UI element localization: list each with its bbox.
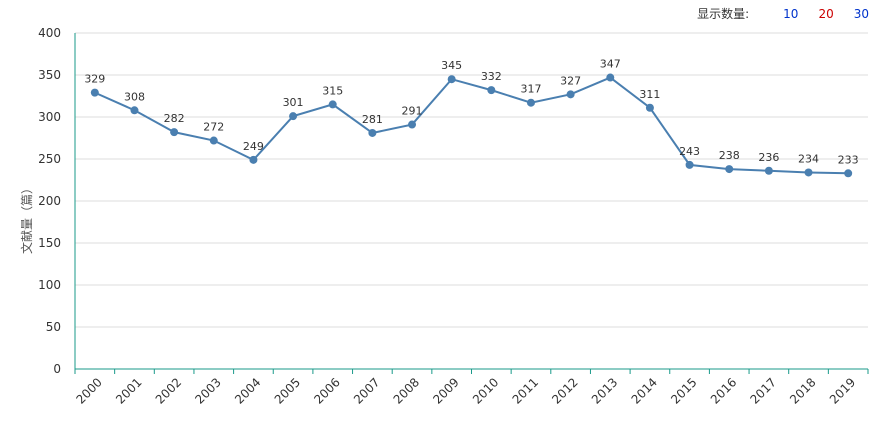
data-label: 345 <box>441 59 462 72</box>
y-tick-label: 350 <box>38 68 61 82</box>
data-point[interactable] <box>170 128 179 137</box>
y-tick-label: 100 <box>38 278 61 292</box>
display-count-option-10[interactable]: 10 <box>783 6 799 21</box>
data-point[interactable] <box>725 165 734 174</box>
data-point[interactable] <box>566 90 575 99</box>
y-tick-label: 200 <box>38 194 61 208</box>
gridlines <box>75 32 868 328</box>
x-tick-label: 2019 <box>827 375 858 406</box>
y-tick-label: 250 <box>38 152 61 166</box>
data-label: 347 <box>600 58 621 71</box>
data-label: 238 <box>719 149 740 162</box>
data-point[interactable] <box>249 155 258 164</box>
data-label: 272 <box>203 121 224 134</box>
data-label: 315 <box>322 84 343 97</box>
data-label: 291 <box>402 105 423 118</box>
data-point[interactable] <box>328 100 337 109</box>
data-point[interactable] <box>844 169 853 178</box>
x-tick-label: 2004 <box>232 375 263 406</box>
axes: 0 50 100 150 200 250 300 350 400 2000 2001 2002 2003… <box>38 26 869 407</box>
data-point[interactable] <box>487 86 496 95</box>
x-tick-label: 2015 <box>668 375 699 406</box>
data-point[interactable] <box>764 166 773 175</box>
data-label: 233 <box>838 153 859 166</box>
x-tick-label: 2012 <box>549 375 580 406</box>
x-tick-label: 2014 <box>629 375 660 406</box>
data-label: 311 <box>639 88 660 101</box>
display-count-option-30[interactable]: 30 <box>853 6 869 21</box>
x-tick-label: 2005 <box>272 375 303 406</box>
y-tick-label: 0 <box>53 362 61 376</box>
y-tick-label: 50 <box>46 320 61 334</box>
data-point[interactable] <box>685 160 694 169</box>
data-point[interactable] <box>289 112 298 121</box>
data-point[interactable] <box>526 98 535 107</box>
data-label: 249 <box>243 140 264 153</box>
data-point[interactable] <box>209 136 218 145</box>
data-label: 281 <box>362 113 383 126</box>
data-label: 282 <box>164 112 185 125</box>
data-label: 308 <box>124 90 145 103</box>
display-count-label: 显示数量: <box>697 7 750 21</box>
series-line <box>94 76 849 175</box>
data-point[interactable] <box>408 120 417 129</box>
y-tick-label: 150 <box>38 236 61 250</box>
y-tick-label: 300 <box>38 110 61 124</box>
data-label: 332 <box>481 70 502 83</box>
x-tick-label: 2013 <box>589 375 620 406</box>
y-tick-label: 400 <box>38 26 61 40</box>
x-tick-label: 2008 <box>391 375 422 406</box>
x-tick-label: 2011 <box>510 375 541 406</box>
data-point[interactable] <box>447 75 456 84</box>
display-count-option-20[interactable]: 20 <box>818 6 834 21</box>
data-point[interactable] <box>645 103 654 112</box>
data-point[interactable] <box>606 73 615 82</box>
x-tick-label: 2009 <box>430 375 461 406</box>
data-point[interactable] <box>368 128 377 137</box>
data-label: 236 <box>758 151 779 164</box>
data-label: 243 <box>679 145 700 158</box>
x-tick-label: 2003 <box>192 375 223 406</box>
data-point[interactable] <box>90 88 99 97</box>
x-tick-label: 2000 <box>73 375 104 406</box>
data-label: 301 <box>283 96 304 109</box>
data-label: 234 <box>798 152 819 165</box>
x-tick-label: 2010 <box>470 375 501 406</box>
data-point[interactable] <box>130 106 139 115</box>
data-label: 317 <box>520 83 541 96</box>
data-labels: 329 308 282 272 249 301 315 281 291 345 332 317 327 3… <box>84 58 858 167</box>
x-tick-label: 2007 <box>351 375 382 406</box>
data-point[interactable] <box>804 168 813 177</box>
x-tick-label: 2001 <box>113 375 144 406</box>
x-tick-label: 2018 <box>787 375 818 406</box>
x-tick-label: 2006 <box>311 375 342 406</box>
x-tick-label: 2017 <box>747 375 778 406</box>
display-count-selector: 显示数量: 10 20 30 <box>697 5 869 22</box>
x-tick-label: 2016 <box>708 375 739 406</box>
series <box>90 73 853 178</box>
data-label: 327 <box>560 74 581 87</box>
x-tick-label: 2002 <box>153 375 184 406</box>
y-axis-label: 文献量（篇） <box>19 182 34 254</box>
data-label: 329 <box>84 73 105 86</box>
